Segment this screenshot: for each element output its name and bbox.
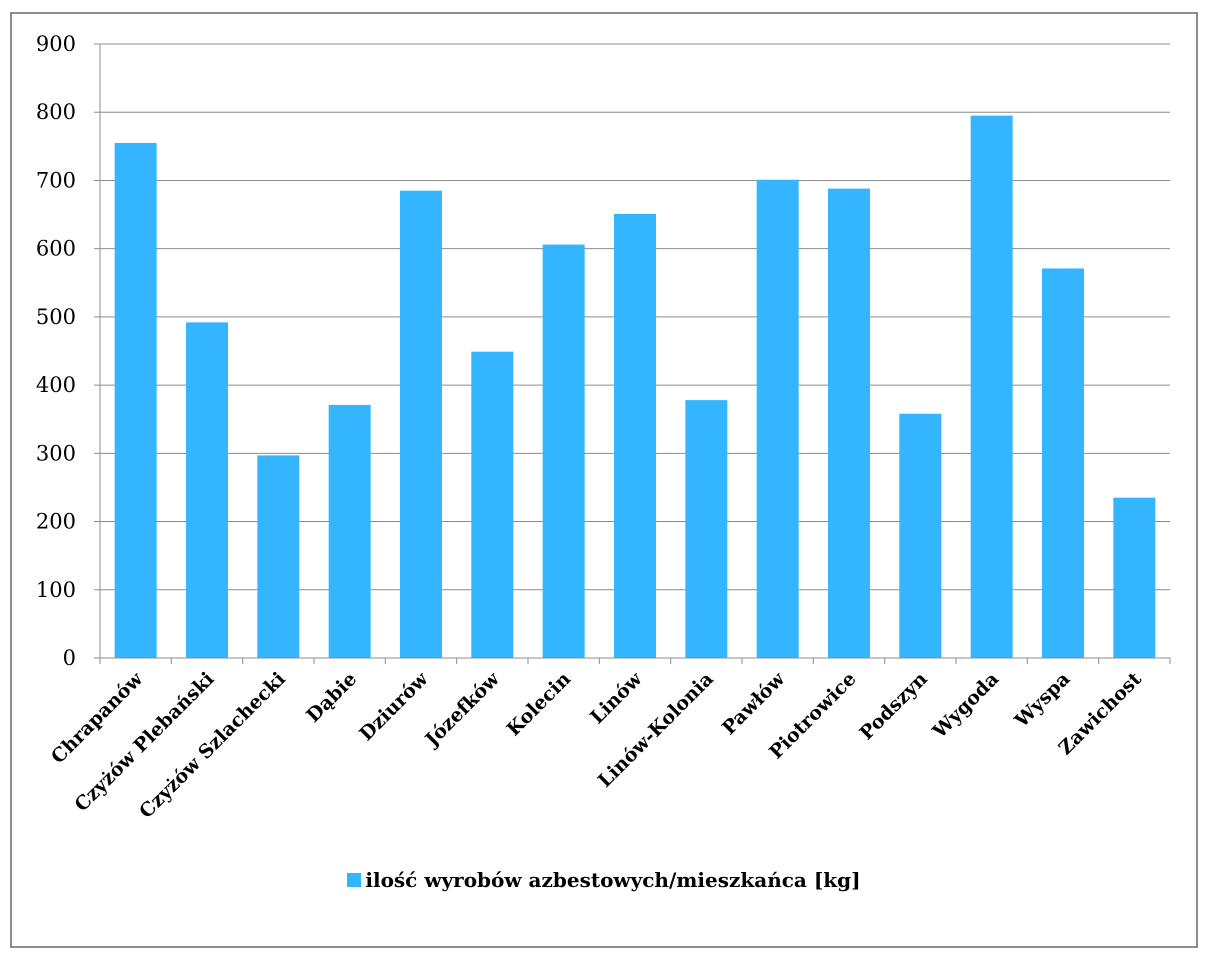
x-category-label: Podszyn [855,668,932,745]
y-tick-label: 0 [63,646,76,670]
y-tick-label: 900 [36,32,76,56]
x-category-label: Wygoda [928,668,1003,743]
bar [471,351,514,658]
legend: ilość wyrobów azbestowych/mieszkańca [kg… [0,868,1208,892]
y-tick-label: 600 [36,237,76,261]
bar [756,179,799,659]
bar [1042,268,1084,658]
y-tick-label: 300 [36,441,76,465]
y-tick-label: 100 [36,578,76,602]
y-tick-label: 500 [36,305,76,329]
bar [114,142,157,658]
legend-swatch [347,873,362,887]
bar [614,213,656,658]
bar-chart: 0 100 200 300 400 500 600 700 800 900 ChrapanówCz… [36,32,1171,823]
x-category-label: Dąbie [302,668,361,727]
x-category-label: Józefków [420,668,505,753]
bar [542,244,585,658]
bar [186,322,228,658]
axes [94,43,1171,664]
legend-label: ilość wyrobów azbestowych/mieszkańca [kg… [365,868,861,892]
y-tick-label: 200 [36,510,76,534]
y-tick-label: 400 [36,373,76,397]
bar [828,188,870,658]
x-category-label: Wyspa [1010,668,1075,733]
y-tick-labels: 0 100 200 300 400 500 600 700 800 900 [36,32,76,670]
x-category-label: Pawłów [718,668,790,740]
bar [328,404,371,658]
x-category-label: Czyżów Szlachecki [135,668,290,823]
x-category-label: Czyżów Plebański [70,668,218,816]
bar [1113,497,1156,658]
y-tick-label: 700 [36,168,76,192]
bar [400,190,442,658]
y-tick-label: 800 [36,100,76,124]
x-category-label: Kolecin [503,668,576,741]
bar [899,413,942,658]
bar [685,400,728,658]
bar [257,455,300,658]
bars [114,115,1156,659]
x-category-label: Linów [586,668,647,729]
bar [970,115,1013,659]
